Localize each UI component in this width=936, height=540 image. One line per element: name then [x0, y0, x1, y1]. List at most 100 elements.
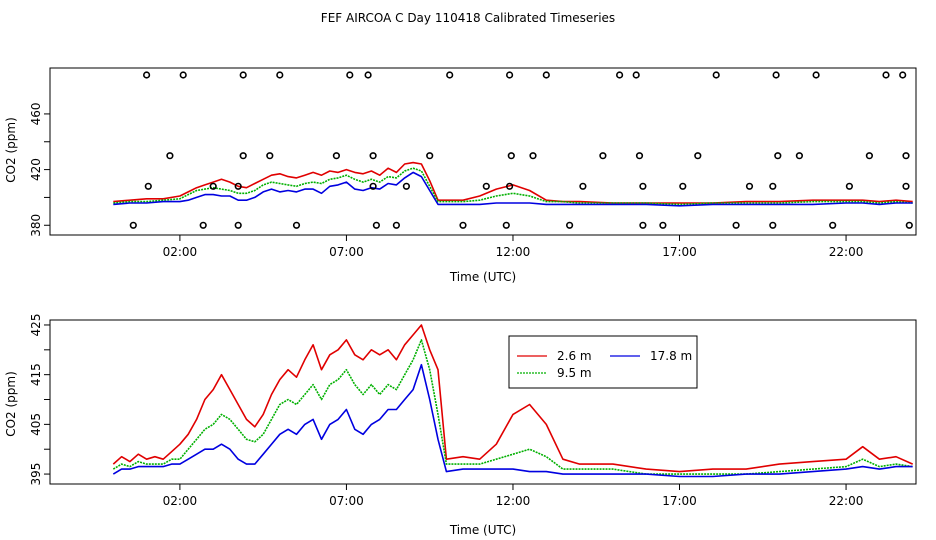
status-marker — [402, 182, 411, 190]
status-marker — [905, 221, 913, 229]
status-marker — [829, 221, 837, 229]
legend: 2.6 m 17.8 m 9.5 m — [508, 335, 698, 389]
status-marker — [332, 152, 341, 160]
x-tick-label: 17:00 — [662, 494, 697, 508]
bottom-x-axis-label: Time (UTC) — [449, 523, 516, 537]
status-marker — [234, 182, 242, 190]
status-marker — [239, 71, 247, 79]
status-marker — [369, 182, 377, 190]
status-marker — [745, 182, 754, 190]
status-marker — [364, 71, 372, 79]
status-marker — [899, 71, 907, 79]
x-tick-label: 22:00 — [829, 245, 864, 259]
status-marker — [166, 152, 174, 160]
series-line-17-8-m — [113, 171, 913, 207]
status-marker — [143, 71, 151, 79]
status-marker — [507, 152, 515, 160]
status-marker — [392, 221, 401, 229]
series-line-2-6-m — [113, 161, 913, 204]
status-marker — [694, 152, 702, 160]
status-marker — [599, 152, 607, 160]
y-tick-label: 420 — [29, 158, 43, 181]
bottom-panel: 02:00 07:00 12:00 17:00 22:00 395 405 415 425 T… — [4, 314, 917, 537]
y-tick-label: 425 — [29, 314, 43, 337]
status-marker — [632, 71, 640, 79]
status-marker — [639, 182, 647, 190]
series-line-17-8-m — [112, 363, 913, 478]
status-marker — [372, 221, 381, 229]
top-y-axis-label: CO2 (ppm) — [4, 117, 18, 183]
series-line-2-6-m — [112, 324, 914, 473]
bottom-plot-marks — [112, 324, 914, 478]
status-marker — [772, 71, 780, 79]
legend-box — [508, 335, 698, 389]
status-marker — [506, 182, 514, 190]
status-marker — [239, 152, 247, 160]
status-marker — [482, 182, 490, 190]
bottom-x-axis: 02:00 07:00 12:00 17:00 22:00 — [163, 484, 864, 508]
status-marker — [292, 221, 301, 229]
y-tick-label: 460 — [29, 102, 43, 125]
status-marker — [769, 182, 777, 190]
bottom-plot-frame — [49, 319, 917, 485]
status-marker — [209, 182, 217, 190]
status-marker — [902, 182, 910, 190]
status-marker — [459, 221, 467, 229]
status-marker — [579, 182, 587, 190]
status-marker — [179, 71, 187, 79]
series-line-9-5-m — [113, 167, 913, 206]
status-marker — [712, 71, 720, 79]
bottom-y-axis: 395 405 415 425 — [29, 314, 50, 486]
status-marker — [902, 152, 910, 160]
status-marker — [659, 221, 667, 229]
status-marker — [845, 182, 854, 190]
status-marker — [565, 221, 574, 229]
status-marker — [426, 152, 434, 160]
status-marker — [506, 71, 514, 79]
status-marker — [882, 71, 890, 79]
y-tick-label: 405 — [29, 413, 43, 436]
x-tick-label: 02:00 — [163, 494, 198, 508]
x-tick-label: 12:00 — [496, 494, 531, 508]
status-marker — [542, 71, 550, 79]
series-line-9-5-m — [112, 339, 913, 475]
status-marker — [266, 152, 274, 160]
status-marker — [774, 152, 782, 160]
status-marker — [199, 221, 207, 229]
x-tick-label: 02:00 — [163, 245, 198, 259]
top-panel: 02:00 07:00 12:00 17:00 22:00 380 420 460 Time… — [4, 67, 917, 284]
status-marker — [529, 152, 537, 160]
status-marker — [502, 221, 510, 229]
y-tick-label: 415 — [29, 363, 43, 386]
status-marker — [635, 152, 644, 160]
status-marker — [129, 221, 137, 229]
status-marker — [144, 182, 152, 190]
top-plot-marks — [113, 71, 913, 229]
chart-title: FEF AIRCOA C Day 110418 Calibrated Times… — [321, 11, 615, 25]
status-marker — [234, 221, 242, 229]
top-plot-frame — [49, 67, 917, 236]
top-x-axis-label: Time (UTC) — [449, 270, 516, 284]
status-marker — [732, 221, 740, 229]
status-marker — [795, 152, 804, 160]
y-tick-label: 380 — [29, 214, 43, 237]
status-marker — [812, 71, 820, 79]
legend-label-2-6m: 2.6 m — [557, 349, 592, 363]
y-tick-label: 395 — [29, 463, 43, 486]
x-tick-label: 22:00 — [829, 494, 864, 508]
status-marker — [679, 182, 687, 190]
legend-label-17-8m: 17.8 m — [650, 349, 692, 363]
status-marker — [276, 71, 284, 79]
status-marker — [615, 71, 624, 79]
x-tick-label: 17:00 — [662, 245, 697, 259]
top-x-axis: 02:00 07:00 12:00 17:00 22:00 — [163, 235, 864, 259]
status-marker — [369, 152, 377, 160]
x-tick-label: 07:00 — [329, 494, 364, 508]
x-tick-label: 12:00 — [496, 245, 531, 259]
bottom-y-axis-label: CO2 (ppm) — [4, 371, 18, 437]
status-marker — [346, 71, 354, 79]
status-marker — [769, 221, 777, 229]
legend-label-9-5m: 9.5 m — [557, 366, 592, 380]
status-marker — [865, 152, 874, 160]
